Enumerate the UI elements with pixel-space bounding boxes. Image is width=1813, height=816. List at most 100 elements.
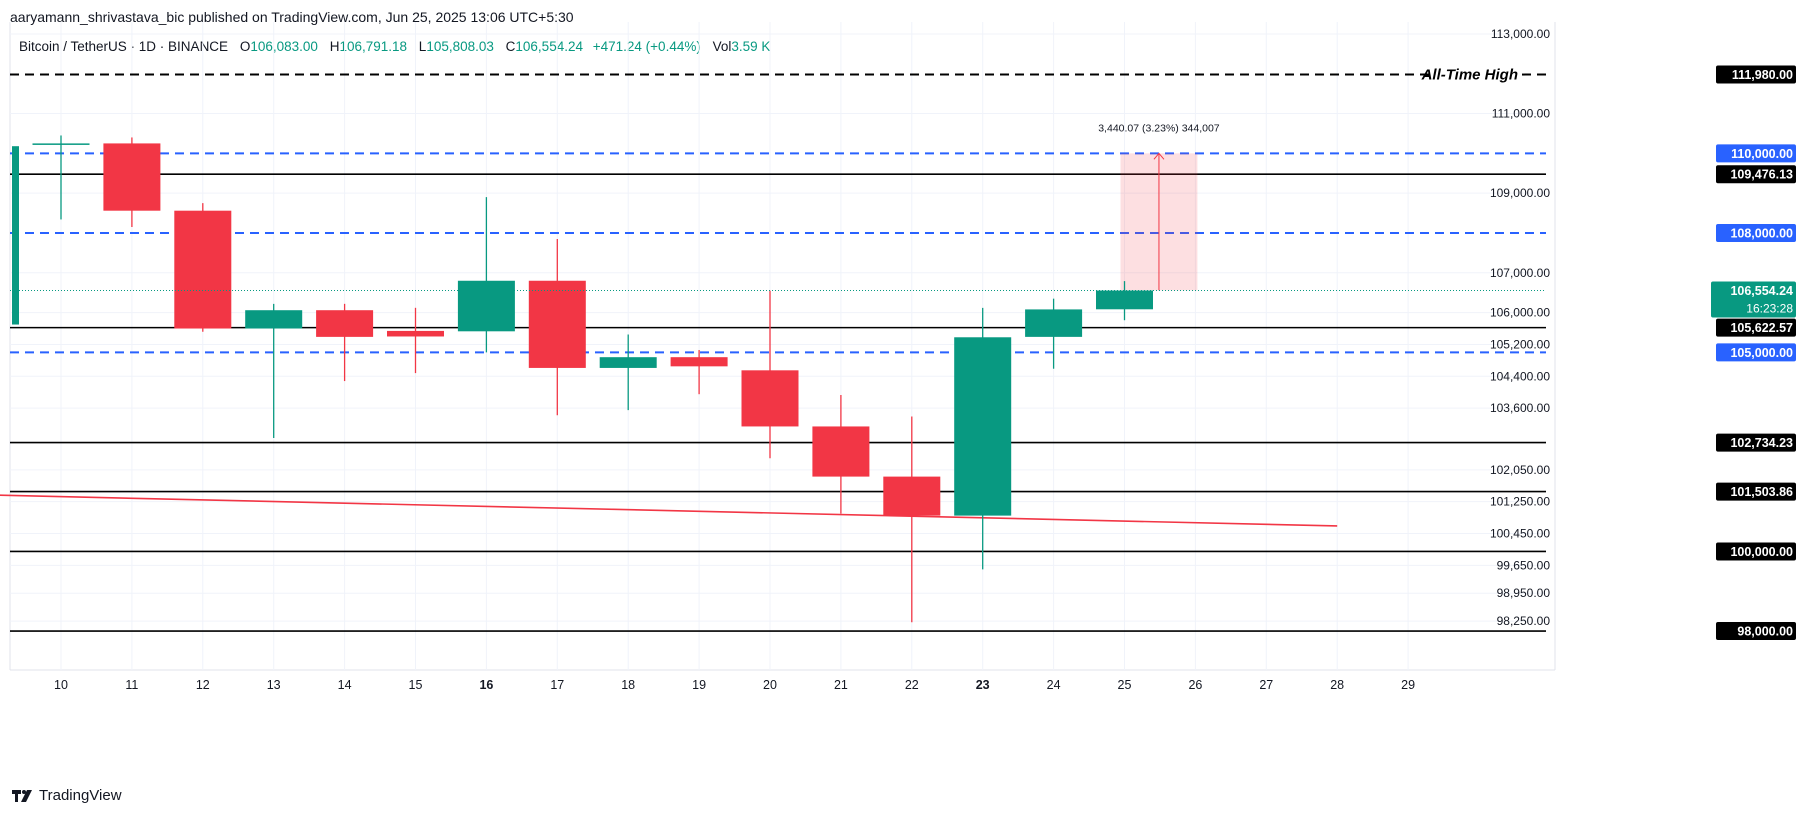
- date-tick-label: 29: [1401, 678, 1415, 692]
- candle-body: [1025, 309, 1083, 337]
- level-price-tag: [1716, 65, 1796, 84]
- chart-grid: [9, 22, 1556, 671]
- high-label: H: [329, 39, 340, 54]
- candle: [32, 135, 90, 220]
- candle: [812, 394, 870, 514]
- price-tick-label: 111,000.00: [1492, 107, 1551, 121]
- level-annotation: All-Time High: [1421, 67, 1518, 84]
- candle: [103, 137, 161, 228]
- level-price-tag: [1716, 165, 1796, 184]
- candle: [599, 334, 657, 411]
- publisher-line: aaryamann_shrivastava_bic published on T…: [10, 9, 574, 25]
- candle-body: [741, 370, 799, 427]
- level-price-text: 110,000.00: [1731, 147, 1793, 161]
- candle-body: [599, 357, 657, 368]
- date-tick-label: 25: [1118, 678, 1132, 692]
- volume-value: 3.59 K: [731, 39, 771, 54]
- date-tick-label: 12: [196, 678, 210, 692]
- date-tick-label: 18: [621, 678, 635, 692]
- candle-body: [103, 143, 161, 211]
- open-value: 106,083.00: [250, 39, 318, 54]
- symbol-name[interactable]: Bitcoin / TetherUS · 1D · BINANCE: [19, 39, 229, 54]
- measure-arrowhead: [1153, 152, 1165, 160]
- date-tick-label: 15: [409, 678, 423, 692]
- price-tick-label: 106,000.00: [1490, 306, 1550, 320]
- date-tick-label: 19: [692, 678, 706, 692]
- level-price-text: 102,734.23: [1730, 436, 1793, 450]
- level-price-tag: [1716, 343, 1796, 362]
- candle-body: [883, 476, 941, 516]
- level-price-text: 108,000.00: [1730, 226, 1793, 240]
- candle-body: [12, 146, 19, 325]
- close-label: C: [505, 39, 516, 54]
- level-price-tag: [1716, 482, 1796, 501]
- bar-countdown-text: 16:23:28: [1746, 302, 1793, 316]
- candle: [1025, 298, 1083, 369]
- candle: [1096, 281, 1153, 321]
- open-label: O: [239, 39, 251, 54]
- level-price-tag: [1716, 542, 1796, 561]
- candle: [316, 303, 374, 382]
- trendline-layer: [0, 494, 1338, 527]
- candle: [528, 238, 586, 416]
- date-tick-label: 16: [479, 678, 493, 692]
- price-tick-label: 98,250.00: [1497, 614, 1551, 628]
- candle-body: [457, 280, 515, 332]
- date-tick-label: 13: [267, 678, 281, 692]
- price-range-measure: 3,440.07 (3.23%) 344,007: [1098, 122, 1220, 291]
- level-price-text: 105,622.57: [1730, 321, 1793, 335]
- level-price-text: 111,980.00: [1732, 68, 1793, 82]
- support-trendline: [0, 494, 1338, 527]
- date-tick-label: 27: [1259, 678, 1273, 692]
- low-value: 105,808.03: [426, 39, 494, 54]
- price-tick-label: 109,000.00: [1490, 186, 1550, 200]
- candle: [457, 197, 515, 353]
- level-price-text: 100,000.00: [1730, 545, 1793, 559]
- candle-body: [316, 310, 374, 337]
- horizontal-levels: All-Time High: [10, 67, 1546, 632]
- price-axis: 113,000.00 111,000.00 109,000.00 107,000.00…: [1490, 27, 1796, 641]
- candle: [670, 350, 728, 395]
- measure-label: 3,440.07 (3.23%) 344,007: [1098, 122, 1220, 134]
- candle-body: [1096, 290, 1153, 310]
- high-value: 106,791.18: [339, 39, 408, 54]
- candle-body: [528, 280, 586, 368]
- date-tick-label: 17: [550, 678, 564, 692]
- current-price-tag: [1711, 281, 1796, 318]
- level-price-text: 98,000.00: [1737, 625, 1793, 639]
- date-tick-label: 22: [905, 678, 919, 692]
- price-tick-label: 105,200.00: [1490, 337, 1550, 351]
- volume-label: Vol: [712, 39, 732, 54]
- price-tick-label: 104,400.00: [1490, 369, 1550, 383]
- candle-body: [670, 357, 728, 367]
- level-price-tag: [1716, 223, 1796, 242]
- level-price-tag: [1716, 318, 1796, 337]
- low-label: L: [418, 39, 427, 54]
- price-tick-label: 99,650.00: [1497, 558, 1551, 572]
- candle-body: [245, 310, 303, 329]
- candle-body: [387, 330, 444, 337]
- price-tick-label: 113,000.00: [1491, 27, 1550, 41]
- level-price-text: 101,503.86: [1730, 485, 1793, 499]
- price-tick-label: 100,450.00: [1490, 527, 1550, 541]
- level-price-text: 109,476.13: [1730, 168, 1793, 182]
- tradingview-logo-icon: [12, 789, 34, 802]
- level-price-tag: [1716, 433, 1796, 452]
- candle: [954, 307, 1012, 570]
- tradingview-branding[interactable]: TradingView: [12, 787, 122, 804]
- date-tick-label: 11: [125, 678, 138, 692]
- date-tick-label: 26: [1188, 678, 1202, 692]
- candle-body: [812, 426, 870, 477]
- candle: [741, 290, 799, 459]
- candles: [12, 135, 1153, 623]
- date-tick-label: 10: [54, 678, 68, 692]
- date-tick-label: 23: [976, 678, 990, 692]
- date-tick-label: 20: [763, 678, 777, 692]
- candle: [174, 203, 232, 332]
- level-price-tag: [1716, 622, 1796, 641]
- candle-body: [174, 210, 232, 329]
- price-tick-label: 98,950.00: [1497, 586, 1551, 600]
- date-tick-label: 24: [1047, 678, 1061, 692]
- price-tick-label: 107,000.00: [1490, 266, 1550, 280]
